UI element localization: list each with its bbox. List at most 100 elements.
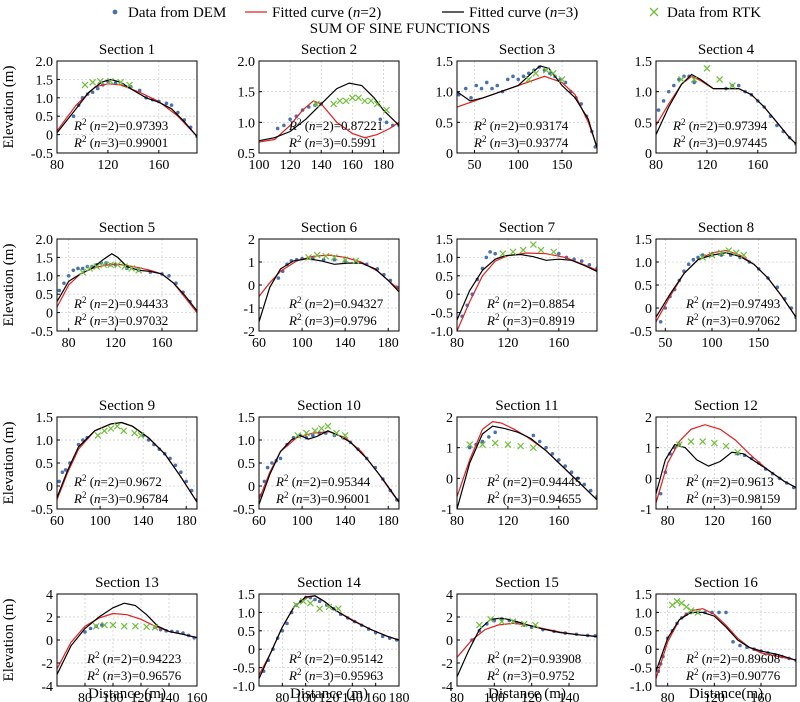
x-tick-label: 180 [378, 514, 399, 529]
dem-point [656, 108, 661, 112]
section-panel: Section 14 80 100 120 140 160 180 -1.0 -0.5 0 0.5 1… [233, 575, 410, 702]
rtk-point [517, 442, 525, 450]
axes-frame [56, 60, 198, 154]
dem-point [531, 433, 536, 438]
section-panel: Section 6 60 100 140 180 -2 -1 0 1 2 R2 (n=2)=0.94… [243, 220, 400, 351]
x-tick-label: 120 [521, 691, 542, 702]
fit-curve-n3 [259, 595, 399, 679]
plot-area [457, 420, 597, 509]
dem-point [184, 479, 189, 484]
y-tick-label: 0 [46, 129, 53, 144]
fit-curve-n3 [656, 443, 796, 494]
r2-annotation: R2 (n=3)=0.96784 [73, 490, 169, 506]
rtk-point [716, 75, 724, 83]
x-tick-label: 160 [751, 691, 772, 702]
dem-point [537, 439, 542, 444]
dem-point [672, 83, 676, 88]
dem-point [282, 123, 286, 128]
fit-curve-n3 [259, 257, 399, 322]
panel-title: Section 1 [99, 42, 155, 58]
dem-point [724, 610, 728, 615]
fit-curve-n3 [457, 425, 597, 509]
panel-title: Section 12 [694, 398, 758, 414]
legend: Data from DEM Fitted curve (n=2) Fitted cu… [112, 5, 761, 21]
fit-curve-n2 [656, 75, 796, 145]
legend-label: Data from DEM [128, 5, 226, 21]
x-tick-label: 100 [702, 336, 723, 351]
y-tick-label: 1.5 [36, 411, 54, 426]
dem-point [521, 74, 526, 79]
axes-frame [456, 60, 598, 154]
x-tick-label: 120 [280, 158, 301, 173]
x-tick-label: 80 [661, 691, 675, 702]
dem-point [463, 86, 468, 91]
rtk-point [687, 607, 695, 614]
r2-annotation: R2 (n=2)=0.8854 [486, 295, 575, 311]
plot-area [457, 241, 597, 331]
x-tick-label: 140 [335, 336, 356, 351]
r2-annotation: R2 (n=2)=0.89608 [685, 650, 780, 666]
rtk-point [306, 599, 314, 607]
rtk-point [333, 429, 340, 437]
rtk-point [519, 246, 527, 254]
rtk-point [334, 605, 342, 613]
dem-point [80, 266, 85, 271]
plot-area [57, 252, 197, 313]
x-tick-label: 100 [292, 514, 313, 529]
dem-point [563, 464, 567, 468]
rtk-point [673, 597, 681, 605]
dem-point [692, 80, 696, 85]
y-tick-label: -4 [41, 680, 53, 695]
rtk-point [678, 599, 686, 607]
rtk-point [708, 251, 716, 259]
y-tick-label: 0.5 [436, 116, 454, 131]
y-tick-label: 1.5 [238, 86, 256, 101]
dem-point [62, 281, 66, 285]
dem-point [100, 623, 104, 627]
dem-point [265, 465, 270, 470]
dem-point [495, 83, 500, 88]
rtk-point [491, 439, 499, 447]
y-tick-label: -0.5 [431, 307, 453, 322]
panel-title: Section 11 [495, 398, 558, 414]
panel-title: Section 15 [495, 575, 559, 591]
y-tick-label: -2 [243, 325, 255, 340]
r2-annotation: R2 (n=2)=0.97393 [73, 117, 168, 133]
rtk-point [114, 261, 122, 269]
y-tick-label: 2 [645, 411, 652, 426]
rtk-point [550, 248, 558, 256]
x-tick-label: 120 [704, 691, 725, 702]
x-axis-label: Distance(m) [689, 686, 763, 702]
dem-point [717, 610, 721, 615]
rtk-point [101, 621, 109, 629]
x-tick-label: 140 [342, 691, 363, 702]
r2-annotation: R2 (n=2)=0.95344 [275, 473, 371, 489]
y-tick-label: 0.5 [635, 625, 653, 640]
rtk-point [292, 601, 300, 609]
x-tick-label: 120 [105, 336, 126, 351]
legend-label: Fitted curve (n=3) [469, 5, 578, 21]
x-tick-label: 60 [252, 514, 266, 529]
y-tick-label: -0.5 [630, 325, 652, 340]
x-tick-label: 160 [548, 336, 569, 351]
r2-annotation: R2 (n=3)=0.98159 [685, 490, 780, 506]
dem-point [550, 452, 555, 456]
rtk-point [690, 75, 698, 83]
x-tick-label: 100 [103, 691, 124, 702]
dem-point [169, 103, 174, 107]
rtk-point [728, 82, 736, 89]
x-tick-label: 120 [319, 691, 340, 702]
dem-point [587, 262, 592, 267]
rtk-point [86, 265, 94, 272]
y-tick-label: 1.5 [635, 588, 653, 603]
x-tick-label: 100 [90, 514, 111, 529]
dem-point [384, 120, 389, 125]
dem-point [488, 250, 492, 254]
rtk-point [330, 100, 338, 108]
dem-point [505, 77, 510, 82]
dem-point [490, 86, 494, 91]
y-tick-label: 0 [46, 634, 53, 649]
dem-point [484, 255, 489, 260]
r2-annotation: R2 (n=2)=0.9613 [685, 473, 774, 489]
r2-annotation: R2 (n=3)=0.90776 [685, 667, 781, 683]
